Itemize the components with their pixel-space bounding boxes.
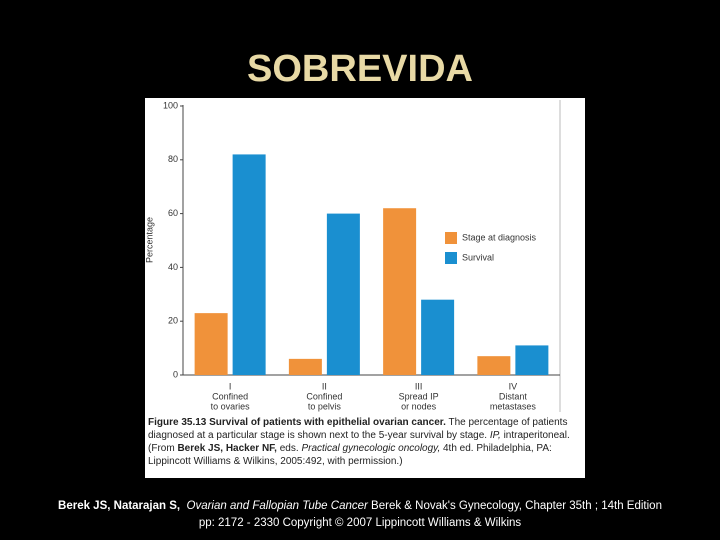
x-tick-label: to pelvis [308, 401, 342, 411]
x-tick-label: Confined [212, 391, 248, 401]
y-tick-label: 0 [173, 369, 178, 379]
figure-panel [145, 98, 585, 478]
x-tick-label: to ovaries [211, 401, 251, 411]
legend-swatch [445, 252, 457, 264]
legend-swatch [445, 232, 457, 244]
bar [477, 356, 511, 375]
footer-line: pp: 2172 - 2330 Copyright © 2007 Lippinc… [198, 517, 522, 529]
footer: Berek JS, Natarajan S, Ovarian and Fallo… [0, 498, 720, 532]
bar [288, 358, 322, 375]
caption-part: 4th ed. Philadelphia, PA: Lippincott Wil… [148, 443, 552, 467]
legend-label: Stage at diagnosis [462, 232, 537, 242]
y-axis-label: Percentage [144, 217, 154, 263]
x-tick-label: Spread IP [399, 391, 439, 401]
legend-label: Survival [462, 252, 494, 262]
bar [326, 213, 360, 375]
y-tick-label: 60 [168, 208, 178, 218]
bar [383, 208, 417, 375]
caption-part: Berek JS, Hacker NF, [177, 443, 277, 454]
y-tick-label: 20 [168, 316, 178, 326]
x-tick-label: Confined [306, 391, 342, 401]
caption-part: eds. [276, 443, 302, 454]
slide-title: SOBREVIDA [247, 48, 473, 90]
y-tick-label: 40 [168, 262, 178, 272]
figure-caption: Figure 35.13 Survival of patients with e… [148, 416, 580, 468]
footer-chapter: Ovarian and Fallopian Tube Cancer [186, 500, 368, 512]
footer-book: Berek & Novak's Gynecology, Chapter 35th… [371, 500, 662, 512]
bar [232, 154, 266, 375]
caption-part: Figure 35.13 Survival of patients with e… [148, 417, 446, 428]
y-tick-label: 80 [168, 154, 178, 164]
bar [421, 299, 455, 375]
x-tick-label: II [322, 381, 327, 391]
footer-authors: Berek JS, Natarajan S, [58, 500, 181, 512]
caption-part: The percentage of patients diagnosed at … [148, 417, 568, 441]
x-tick-label: or nodes [401, 401, 437, 411]
footer-line: Berek JS, Natarajan S, Ovarian and Fallo… [0, 498, 720, 515]
x-tick-label: Distant [499, 391, 528, 401]
caption-part: IP, [489, 430, 501, 441]
x-tick-label: IV [509, 381, 518, 391]
caption-part: intraperitoneal. (From [148, 430, 570, 454]
bar [515, 345, 549, 375]
caption-part: Practical gynecologic oncology, [301, 443, 441, 454]
x-tick-label: I [229, 381, 232, 391]
bar [194, 313, 228, 375]
x-tick-label: metastases [490, 401, 537, 411]
y-tick-label: 100 [163, 100, 178, 110]
x-tick-label: III [415, 381, 423, 391]
